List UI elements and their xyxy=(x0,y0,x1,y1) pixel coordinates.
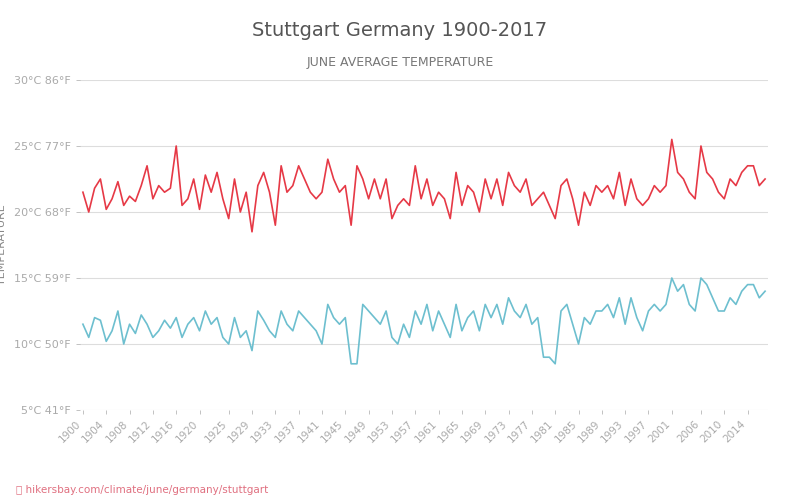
Y-axis label: TEMPERATURE: TEMPERATURE xyxy=(0,204,7,286)
Text: JUNE AVERAGE TEMPERATURE: JUNE AVERAGE TEMPERATURE xyxy=(306,56,494,69)
Text: 📍 hikersbay.com/climate/june/germany/stuttgart: 📍 hikersbay.com/climate/june/germany/stu… xyxy=(16,485,268,495)
Text: Stuttgart Germany 1900-2017: Stuttgart Germany 1900-2017 xyxy=(253,20,547,40)
